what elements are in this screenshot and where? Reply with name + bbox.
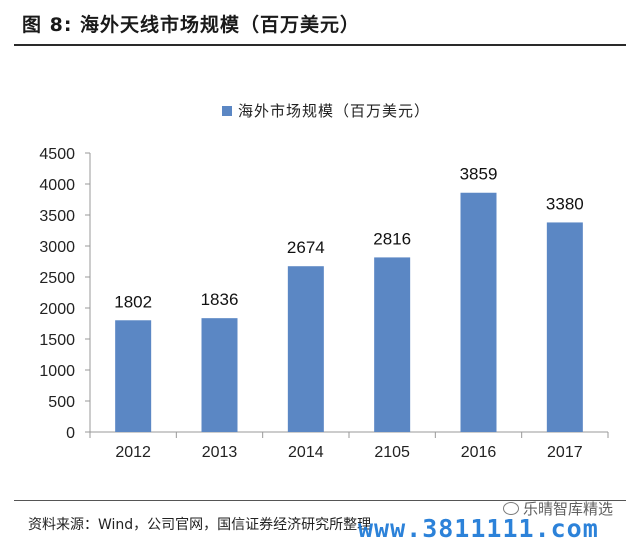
bar-chart: 海外市场规模（百万美元） 0 500 1000 1500 2000 2500 3000 350… — [39, 102, 609, 461]
watermark-url: www.3811111.com — [358, 514, 599, 543]
bar — [287, 266, 324, 432]
x-tick-label: 2017 — [547, 444, 583, 461]
source-note: 资料来源：Wind，公司官网，国信证券经济研究所整理 — [28, 517, 372, 533]
figure-title: 图 8: 海外天线市场规模（百万美元） — [22, 14, 361, 36]
x-tick-label: 2012 — [115, 444, 151, 461]
figure-header: 图 8: 海外天线市场规模（百万美元） — [0, 0, 640, 46]
data-label: 3859 — [460, 165, 498, 184]
watermark-brand-text: 乐晴智库精选 — [523, 500, 614, 518]
bar — [460, 192, 497, 432]
x-tick-label: 2105 — [374, 444, 410, 461]
data-label: 2816 — [373, 229, 411, 248]
bar — [374, 257, 411, 432]
y-tick-label: 2500 — [39, 270, 75, 287]
y-tick-label: 2000 — [39, 301, 75, 318]
watermark-brand: 乐晴智库精选 — [503, 498, 613, 519]
wechat-icon — [503, 502, 519, 515]
legend-label: 海外市场规模（百万美元） — [238, 102, 430, 120]
y-tick-label: 3000 — [39, 239, 75, 256]
y-tick-label: 500 — [48, 394, 75, 411]
bars — [115, 192, 583, 432]
legend-swatch — [222, 106, 232, 116]
footer-rule — [14, 500, 626, 501]
y-tick-label: 4500 — [39, 146, 75, 163]
y-tick-label: 0 — [66, 425, 75, 442]
bar — [546, 222, 583, 432]
bar — [115, 320, 152, 432]
data-label: 1802 — [114, 292, 152, 311]
bar — [201, 318, 238, 432]
x-tick-label: 2016 — [461, 444, 497, 461]
data-label: 3380 — [546, 194, 584, 213]
data-labels: 1802 1836 2674 2816 3859 3380 — [114, 165, 583, 312]
x-tick-label: 2013 — [202, 444, 238, 461]
y-tick-label: 3500 — [39, 208, 75, 225]
y-tick-label: 4000 — [39, 177, 75, 194]
data-label: 1836 — [201, 290, 239, 309]
y-axis: 0 500 1000 1500 2000 2500 3000 3500 4000 4500 — [39, 146, 91, 442]
header-rule — [14, 44, 626, 46]
x-axis: 2012 2013 2014 2105 2016 2017 — [89, 431, 609, 461]
y-tick-label: 1000 — [39, 363, 75, 380]
y-tick-label: 1500 — [39, 332, 75, 349]
x-tick-label: 2014 — [288, 444, 324, 461]
data-label: 2674 — [287, 238, 325, 257]
chart-legend: 海外市场规模（百万美元） — [222, 102, 430, 120]
